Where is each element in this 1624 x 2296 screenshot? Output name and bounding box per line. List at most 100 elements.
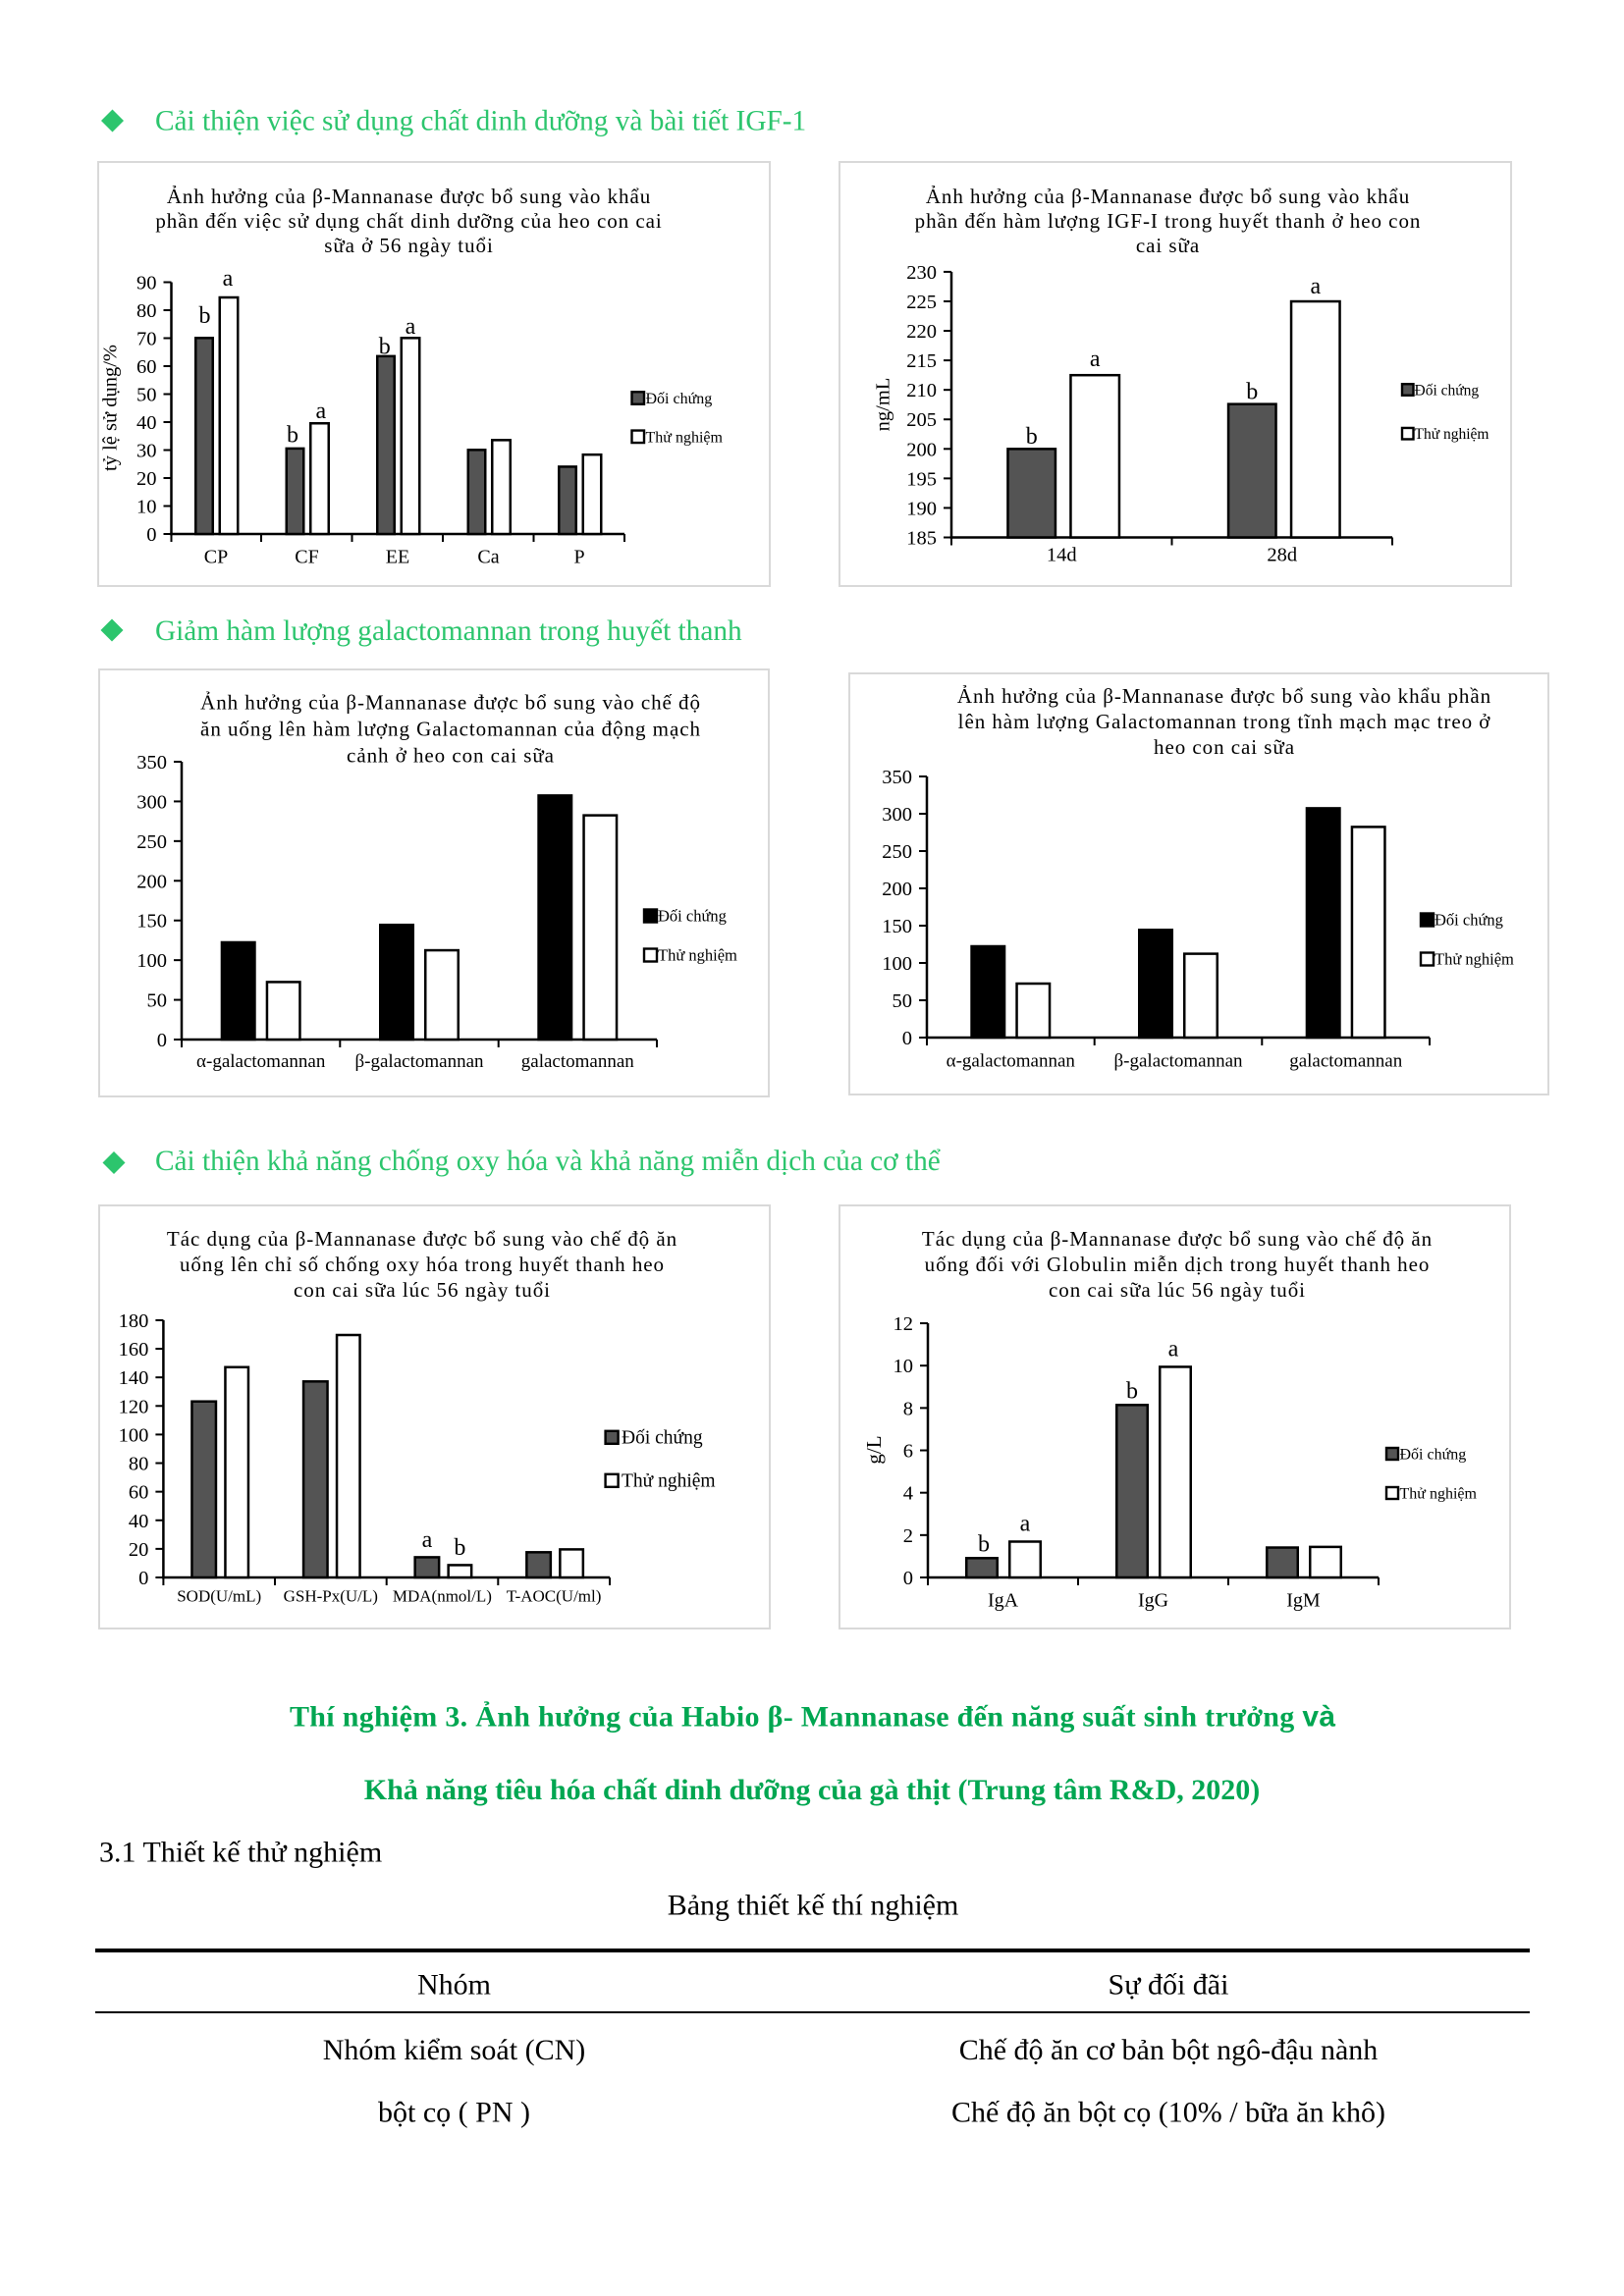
svg-text:350: 350	[136, 752, 167, 774]
svg-text:300: 300	[136, 791, 167, 813]
svg-text:Ca: Ca	[477, 547, 499, 568]
svg-text:tỷ lệ sử dụng/%: tỷ lệ sử dụng/%	[100, 345, 122, 471]
svg-text:IgM: IgM	[1286, 1590, 1321, 1612]
svg-text:a: a	[1310, 274, 1321, 299]
svg-text:185: 185	[906, 528, 937, 550]
svg-text:70: 70	[136, 329, 157, 350]
svg-text:con cai sữa lúc 56 ngày tuổi: con cai sữa lúc 56 ngày tuổi	[294, 1278, 551, 1302]
svg-text:30: 30	[136, 441, 157, 462]
svg-text:2: 2	[903, 1525, 913, 1547]
svg-text:b: b	[199, 303, 211, 329]
svg-text:Ảnh hưởng của β-Mannanase được: Ảnh hưởng của β-Mannanase được bổ sung v…	[167, 185, 651, 208]
svg-text:b: b	[454, 1535, 465, 1561]
svg-text:4: 4	[903, 1483, 913, 1505]
svg-text:190: 190	[906, 498, 937, 519]
svg-text:b: b	[287, 423, 298, 449]
svg-text:0: 0	[157, 1030, 167, 1051]
svg-text:Tác dụng của β-Mannanase được: Tác dụng của β-Mannanase được bổ sung và…	[167, 1227, 677, 1251]
svg-text:40: 40	[136, 412, 157, 434]
svg-text:Thử nghiệm: Thử nghiệm	[646, 429, 724, 446]
svg-text:Tác dụng của β-Mannanase được: Tác dụng của β-Mannanase được bổ sung và…	[922, 1227, 1433, 1251]
svg-text:Ảnh hưởng của β-Mannanase được: Ảnh hưởng của β-Mannanase được bổ sung v…	[957, 684, 1491, 708]
svg-text:T-AOC(U/ml): T-AOC(U/ml)	[507, 1586, 602, 1605]
svg-text:ăn uống lên hàm lượng Galactom: ăn uống lên hàm lượng Galactomannan của …	[200, 718, 701, 741]
svg-text:100: 100	[882, 953, 912, 975]
svg-text:60: 60	[129, 1482, 149, 1504]
svg-text:Nhóm kiểm soát (CN): Nhóm kiểm soát (CN)	[323, 2034, 585, 2066]
svg-text:Cải thiện khả năng chống oxy h: Cải thiện khả năng chống oxy hóa và khả …	[155, 1146, 941, 1177]
svg-text:210: 210	[906, 380, 937, 401]
svg-text:a: a	[315, 399, 326, 424]
svg-text:galactomannan: galactomannan	[1289, 1051, 1403, 1072]
svg-text:β-galactomannan: β-galactomannan	[355, 1051, 484, 1072]
svg-text:150: 150	[136, 911, 167, 933]
svg-text:10: 10	[893, 1356, 914, 1377]
svg-text:Bảng thiết kế thí nghiệm: Bảng thiết kế thí nghiệm	[668, 1890, 959, 1922]
svg-text:α-galactomannan: α-galactomannan	[196, 1051, 326, 1072]
svg-text:250: 250	[882, 841, 912, 863]
svg-text:6: 6	[903, 1441, 913, 1463]
svg-text:Thử nghiệm: Thử nghiệm	[658, 946, 737, 965]
svg-text:Chế độ ăn cơ bản bột ngô-đậu n: Chế độ ăn cơ bản bột ngô-đậu nành	[959, 2034, 1379, 2066]
svg-text:Thử nghiệm: Thử nghiệm	[1435, 950, 1514, 969]
svg-text:P: P	[573, 547, 584, 568]
svg-text:β-galactomannan: β-galactomannan	[1114, 1051, 1243, 1072]
svg-text:20: 20	[136, 468, 157, 490]
svg-text:225: 225	[906, 292, 937, 313]
svg-text:180: 180	[119, 1310, 149, 1332]
svg-text:EE: EE	[386, 547, 409, 568]
svg-text:uống đối với Globulin miễn dịc: uống đối với Globulin miễn dịch trong hu…	[925, 1253, 1431, 1276]
svg-text:a: a	[1090, 347, 1101, 372]
svg-text:Thử nghiệm: Thử nghiệm	[622, 1470, 716, 1491]
svg-text:a: a	[223, 266, 234, 292]
svg-text:b: b	[1246, 379, 1258, 404]
svg-text:Đối chứng: Đối chứng	[646, 391, 713, 407]
svg-text:50: 50	[136, 385, 157, 406]
svg-text:CP: CP	[204, 547, 228, 568]
svg-text:bột cọ ( PN ): bột cọ ( PN )	[378, 2096, 530, 2128]
svg-text:40: 40	[129, 1511, 149, 1532]
svg-text:50: 50	[893, 990, 913, 1012]
svg-text:Đối chứng: Đối chứng	[1435, 911, 1503, 930]
svg-text:120: 120	[119, 1396, 149, 1417]
svg-text:cảnh ở heo con cai sữa: cảnh ở heo con cai sữa	[347, 744, 555, 768]
svg-text:b: b	[978, 1532, 990, 1558]
svg-text:12: 12	[893, 1313, 914, 1335]
svg-text:b: b	[1126, 1379, 1138, 1405]
svg-text:350: 350	[882, 767, 912, 788]
svg-text:Đối chứng: Đối chứng	[622, 1427, 703, 1448]
svg-text:60: 60	[136, 356, 157, 378]
svg-text:3.1 Thiết kế thử nghiệm: 3.1 Thiết kế thử nghiệm	[99, 1837, 382, 1869]
svg-text:a: a	[422, 1527, 433, 1553]
svg-text:50: 50	[147, 990, 168, 1012]
svg-text:10: 10	[136, 497, 157, 518]
svg-text:100: 100	[136, 950, 167, 972]
svg-text:200: 200	[136, 871, 167, 892]
svg-text:160: 160	[119, 1339, 149, 1361]
svg-text:IgA: IgA	[988, 1590, 1019, 1612]
svg-text:lên hàm lượng Galactomannan tr: lên hàm lượng Galactomannan trong tĩnh m…	[958, 710, 1491, 733]
svg-text:Ảnh hưởng của β-Mannanase được: Ảnh hưởng của β-Mannanase được bổ sung v…	[200, 691, 701, 715]
svg-text:Đối chứng: Đối chứng	[1400, 1447, 1467, 1464]
svg-text:CF: CF	[295, 547, 318, 568]
svg-text:100: 100	[119, 1424, 149, 1446]
svg-text:cai sữa: cai sữa	[1136, 234, 1200, 257]
svg-text:20: 20	[129, 1539, 149, 1561]
svg-text:0: 0	[146, 524, 156, 546]
svg-text:Giảm hàm lượng galactomannan t: Giảm hàm lượng galactomannan trong huyết…	[155, 615, 742, 647]
svg-text:phần đến hàm lượng IGF-I trong: phần đến hàm lượng IGF-I trong huyết tha…	[915, 209, 1422, 233]
svg-text:Thử nghiệm: Thử nghiệm	[1400, 1486, 1478, 1503]
svg-text:Chế độ ăn bột cọ (10% / bữa ăn: Chế độ ăn bột cọ (10% / bữa ăn khô)	[951, 2096, 1385, 2128]
svg-text:α-galactomannan: α-galactomannan	[947, 1051, 1076, 1072]
svg-text:a: a	[1020, 1512, 1031, 1537]
svg-text:250: 250	[136, 831, 167, 853]
svg-text:IgG: IgG	[1138, 1590, 1168, 1612]
svg-text:b: b	[1026, 424, 1038, 450]
svg-text:80: 80	[129, 1454, 149, 1475]
svg-text:Ảnh hưởng của β-Mannanase được: Ảnh hưởng của β-Mannanase được bổ sung v…	[926, 185, 1410, 208]
svg-text:con cai sữa lúc 56 ngày tuổi: con cai sữa lúc 56 ngày tuổi	[1049, 1278, 1306, 1302]
svg-text:g/L: g/L	[862, 1435, 886, 1464]
svg-text:GSH-Px(U/L): GSH-Px(U/L)	[284, 1586, 378, 1605]
svg-text:ng/mL: ng/mL	[873, 378, 894, 432]
svg-text:8: 8	[903, 1398, 913, 1419]
